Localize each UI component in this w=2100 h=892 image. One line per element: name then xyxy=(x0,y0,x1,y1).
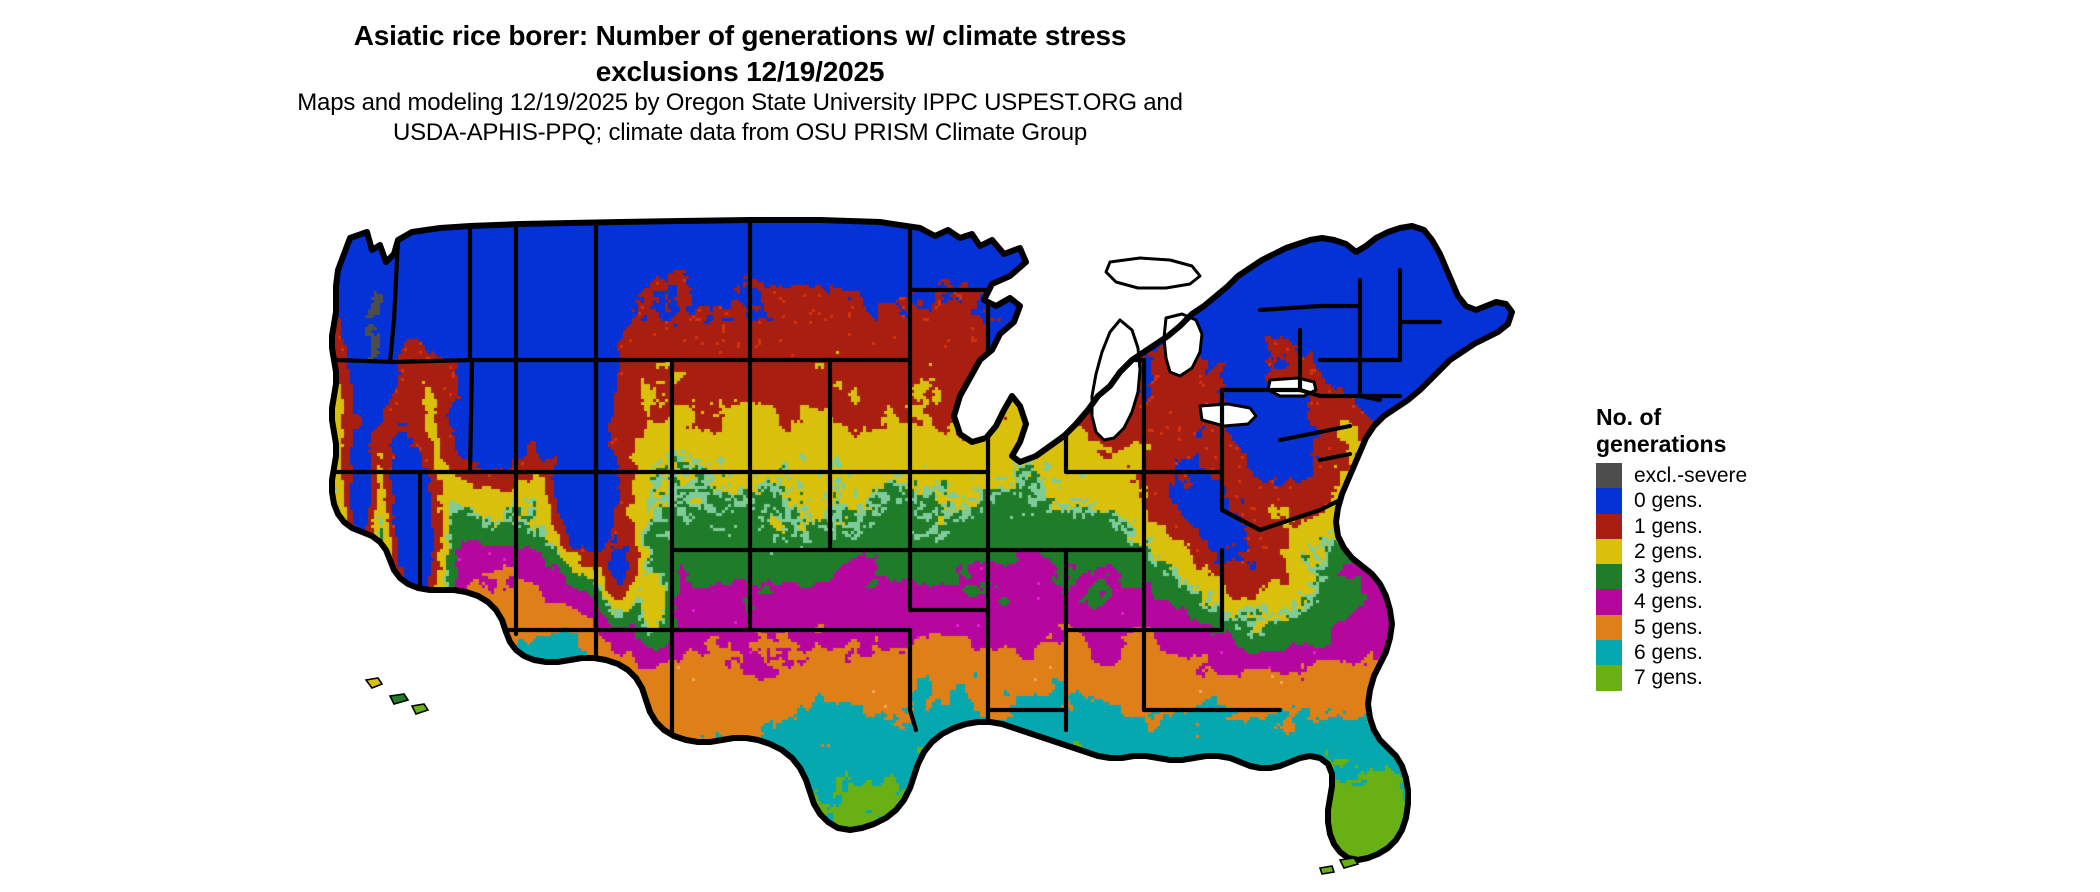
legend-label: 1 gens. xyxy=(1634,514,1703,538)
legend-label: excl.-severe xyxy=(1634,464,1748,487)
legend-row: 4 gens. xyxy=(1596,589,1896,615)
legend-items: excl.-severe 0 gens. 1 gens. 2 gens. 3 gens.… xyxy=(1596,463,1896,691)
legend-label: 5 gens. xyxy=(1634,615,1703,639)
island xyxy=(1318,865,1336,875)
state-border xyxy=(1219,507,1263,533)
choropleth-map xyxy=(320,210,1580,880)
legend-swatch xyxy=(1596,538,1622,565)
lake xyxy=(1104,256,1202,290)
state-border xyxy=(1277,423,1353,443)
state-borders xyxy=(333,221,1443,773)
legend-swatch xyxy=(1596,463,1622,489)
island xyxy=(1338,857,1360,869)
legend-swatch xyxy=(1596,614,1622,641)
legend-swatch xyxy=(1596,513,1622,539)
page-subtitle: Maps and modeling 12/19/2025 by Oregon S… xyxy=(0,88,1480,148)
title-line-2: exclusions 12/19/2025 xyxy=(595,56,885,87)
legend-label: 4 gens. xyxy=(1634,590,1703,614)
legend-swatch xyxy=(1596,564,1622,590)
national-outline xyxy=(329,217,1515,863)
legend-swatch xyxy=(1596,589,1622,615)
title-line-1: Asiatic rice borer: Number of generation… xyxy=(353,20,1127,51)
state-border xyxy=(1257,497,1343,533)
us-generations-map xyxy=(329,217,1515,875)
subtitle-line-2: USDA-APHIS-PPQ; climate data from OSU PR… xyxy=(392,119,1088,146)
map-legend: No. of generations excl.-severe 0 gens. 1 g… xyxy=(1596,404,1896,691)
legend-row: 1 gens. xyxy=(1596,513,1896,539)
legend-row: 6 gens. xyxy=(1596,640,1896,666)
legend-label: 2 gens. xyxy=(1634,539,1703,563)
state-border xyxy=(417,627,519,637)
island xyxy=(364,677,384,689)
page-title: Asiatic rice borer: Number of generation… xyxy=(0,18,1480,90)
state-border xyxy=(333,357,475,365)
legend-row: 0 gens. xyxy=(1596,488,1896,514)
state-border xyxy=(1317,451,1353,463)
legend-swatch xyxy=(1596,665,1622,691)
subtitle-line-1: Maps and modeling 12/19/2025 by Oregon S… xyxy=(297,89,1183,116)
legend-row: 3 gens. xyxy=(1596,564,1896,590)
legend-label: 0 gens. xyxy=(1634,489,1703,513)
legend-row: excl.-severe xyxy=(1596,463,1896,489)
legend-swatch xyxy=(1596,640,1622,666)
legend-row: 5 gens. xyxy=(1596,614,1896,641)
offshore-islands xyxy=(364,677,1360,875)
legend-row: 2 gens. xyxy=(1596,538,1896,565)
legend-title: No. of generations xyxy=(1596,404,1727,457)
legend-swatch xyxy=(1596,488,1622,514)
lake xyxy=(1198,402,1258,428)
island xyxy=(410,703,430,715)
legend-label: 3 gens. xyxy=(1634,565,1703,589)
legend-row: 7 gens. xyxy=(1596,665,1896,691)
island xyxy=(388,693,410,705)
state-border xyxy=(907,627,919,733)
state-border xyxy=(907,607,991,617)
state-border xyxy=(1257,303,1363,313)
legend-label: 7 gens. xyxy=(1634,666,1703,690)
state-border xyxy=(387,237,401,365)
legend-label: 6 gens. xyxy=(1634,641,1703,665)
generations-raster xyxy=(332,220,1512,860)
state-border xyxy=(467,357,475,475)
